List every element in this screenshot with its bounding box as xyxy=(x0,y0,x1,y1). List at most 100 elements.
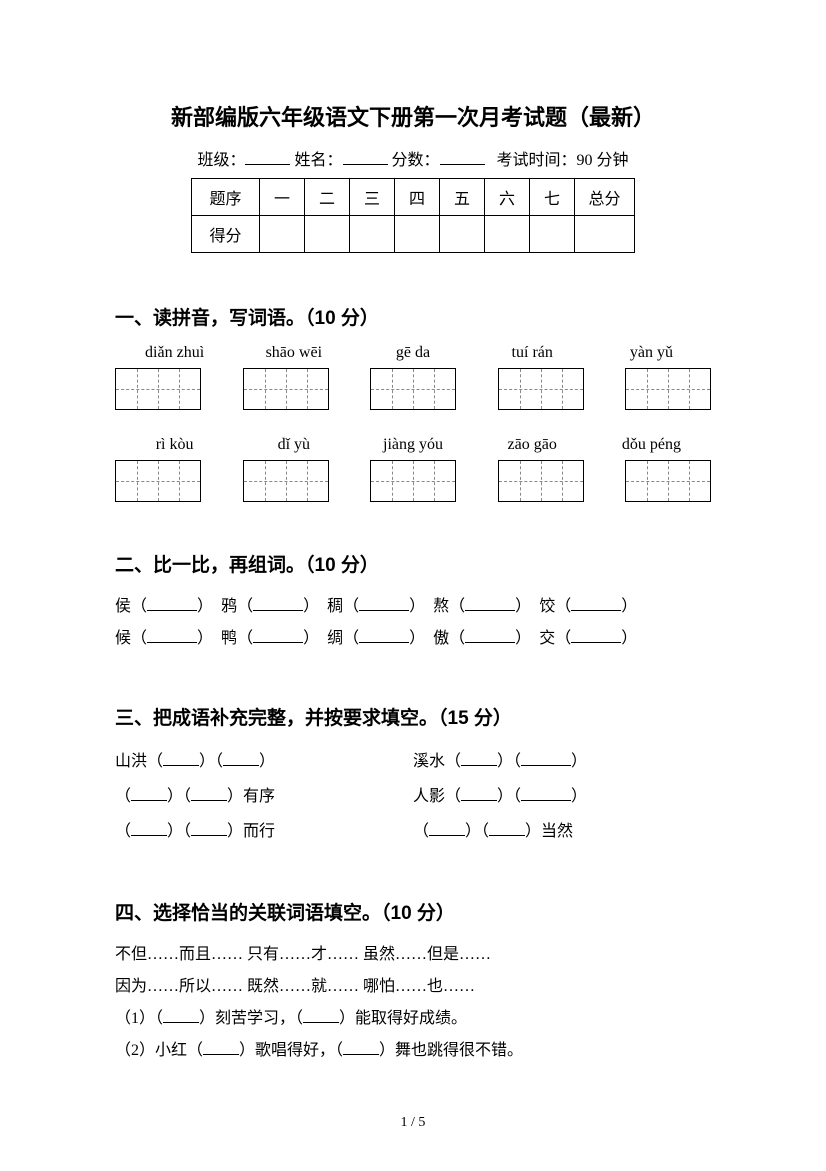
blank[interactable] xyxy=(359,597,409,611)
blank[interactable] xyxy=(303,1009,339,1023)
idiom-prefix: 山洪 xyxy=(115,753,147,770)
q2-char: 鸭 xyxy=(221,630,237,647)
blank[interactable] xyxy=(359,629,409,643)
char-box[interactable] xyxy=(115,460,201,502)
section-q2: 二、比一比，再组词。（10 分） 侯（） 鸦（） 稠（） 熬（） 饺（） 候（）… xyxy=(115,550,711,655)
score-cell[interactable] xyxy=(260,216,305,253)
q3-heading: 三、把成语补充完整，并按要求填空。（15 分） xyxy=(115,703,711,730)
blank[interactable] xyxy=(147,597,197,611)
blank[interactable] xyxy=(253,597,303,611)
blank[interactable] xyxy=(253,629,303,643)
blank[interactable] xyxy=(521,752,571,766)
box-row-2 xyxy=(115,460,711,502)
char-box[interactable] xyxy=(115,368,201,410)
score-col-2: 二 xyxy=(305,179,350,216)
blank[interactable] xyxy=(223,752,259,766)
q2-char: 侯 xyxy=(115,598,131,615)
q4-options-2: 因为……所以…… 既然……就…… 哪怕……也…… xyxy=(115,971,711,1003)
blank-class[interactable] xyxy=(245,151,290,165)
score-cell[interactable] xyxy=(440,216,485,253)
score-value-row: 得分 xyxy=(192,216,635,253)
q4-options-1: 不但……而且…… 只有……才…… 虽然……但是…… xyxy=(115,939,711,971)
score-col-7: 七 xyxy=(530,179,575,216)
char-box[interactable] xyxy=(498,368,584,410)
idiom-item: 人影（）（） xyxy=(413,779,711,814)
q4-text: ）刻苦学习，（ xyxy=(199,1010,303,1027)
q2-char: 稠 xyxy=(327,598,343,615)
pinyin-label: rì kòu xyxy=(115,436,234,454)
char-box[interactable] xyxy=(625,460,711,502)
q2-heading: 二、比一比，再组词。（10 分） xyxy=(115,550,711,577)
idiom-col-right: 溪水（）（） 人影（）（） （）（）当然 xyxy=(413,744,711,850)
section-q1: 一、读拼音，写词语。（10 分） diǎn zhuì shāo wēi gē d… xyxy=(115,303,711,502)
pinyin-label: shāo wēi xyxy=(234,344,353,362)
label-time: 考试时间：90 分钟 xyxy=(497,152,629,169)
idiom-item: 山洪（）（） xyxy=(115,744,413,779)
blank[interactable] xyxy=(131,822,167,836)
char-box[interactable] xyxy=(625,368,711,410)
blank-name[interactable] xyxy=(343,151,388,165)
q2-char: 鸦 xyxy=(221,598,237,615)
idiom-prefix: 溪水 xyxy=(413,753,445,770)
pinyin-label: dǒu péng xyxy=(592,436,711,454)
score-table: 题序 一 二 三 四 五 六 七 总分 得分 xyxy=(191,178,635,253)
pinyin-row-2: rì kòu dǐ yù jiàng yóu zāo gāo dǒu péng xyxy=(115,436,711,454)
blank[interactable] xyxy=(489,822,525,836)
q4-text: ）歌唱得好，（ xyxy=(239,1042,343,1059)
score-cell[interactable] xyxy=(530,216,575,253)
blank[interactable] xyxy=(191,787,227,801)
pinyin-label: jiàng yóu xyxy=(353,436,472,454)
score-cell[interactable] xyxy=(305,216,350,253)
pinyin-label: tuí rán xyxy=(473,344,592,362)
blank[interactable] xyxy=(131,787,167,801)
blank-score[interactable] xyxy=(440,151,485,165)
blank[interactable] xyxy=(465,597,515,611)
q2-line-1: 侯（） 鸦（） 稠（） 熬（） 饺（） xyxy=(115,591,711,623)
blank[interactable] xyxy=(429,822,465,836)
idiom-prefix: 人影 xyxy=(413,788,445,805)
idiom-item: （）（）而行 xyxy=(115,814,413,849)
section-q4: 四、选择恰当的关联词语填空。（10 分） 不但……而且…… 只有……才…… 虽然… xyxy=(115,898,711,1067)
score-cell[interactable] xyxy=(350,216,395,253)
idiom-grid: 山洪（）（） （）（）有序 （）（）而行 溪水（）（） 人影（）（） （）（）当… xyxy=(115,744,711,850)
q2-char: 绸 xyxy=(327,630,343,647)
q4-text: ）舞也跳得很不错。 xyxy=(379,1042,523,1059)
box-row-1 xyxy=(115,368,711,410)
char-box[interactable] xyxy=(370,460,456,502)
q2-char: 交 xyxy=(539,630,555,647)
q4-item-1: （1）（）刻苦学习，（）能取得好成绩。 xyxy=(115,1003,711,1035)
blank[interactable] xyxy=(147,629,197,643)
pinyin-label: yàn yǔ xyxy=(592,344,711,362)
blank[interactable] xyxy=(191,822,227,836)
q2-char: 傲 xyxy=(433,630,449,647)
score-col-6: 六 xyxy=(485,179,530,216)
blank[interactable] xyxy=(521,787,571,801)
blank[interactable] xyxy=(163,752,199,766)
blank[interactable] xyxy=(343,1041,379,1055)
q2-char: 熬 xyxy=(433,598,449,615)
blank[interactable] xyxy=(163,1009,199,1023)
score-cell[interactable] xyxy=(395,216,440,253)
section-q3: 三、把成语补充完整，并按要求填空。（15 分） 山洪（）（） （）（）有序 （）… xyxy=(115,703,711,850)
score-cell[interactable] xyxy=(575,216,635,253)
blank[interactable] xyxy=(571,597,621,611)
char-box[interactable] xyxy=(243,460,329,502)
info-line: 班级： 姓名： 分数： 考试时间：90 分钟 xyxy=(115,146,711,170)
char-box[interactable] xyxy=(498,460,584,502)
blank[interactable] xyxy=(203,1041,239,1055)
pinyin-label: zāo gāo xyxy=(473,436,592,454)
score-col-3: 三 xyxy=(350,179,395,216)
q4-heading: 四、选择恰当的关联词语填空。（10 分） xyxy=(115,898,711,925)
label-class: 班级： xyxy=(197,152,245,169)
char-box[interactable] xyxy=(370,368,456,410)
score-row-label: 得分 xyxy=(192,216,260,253)
char-box[interactable] xyxy=(243,368,329,410)
blank[interactable] xyxy=(461,787,497,801)
page-number: 1 / 5 xyxy=(115,1115,711,1131)
blank[interactable] xyxy=(461,752,497,766)
blank[interactable] xyxy=(571,629,621,643)
page-title: 新部编版六年级语文下册第一次月考试题（最新） xyxy=(115,100,711,132)
score-cell[interactable] xyxy=(485,216,530,253)
score-col-1: 一 xyxy=(260,179,305,216)
blank[interactable] xyxy=(465,629,515,643)
